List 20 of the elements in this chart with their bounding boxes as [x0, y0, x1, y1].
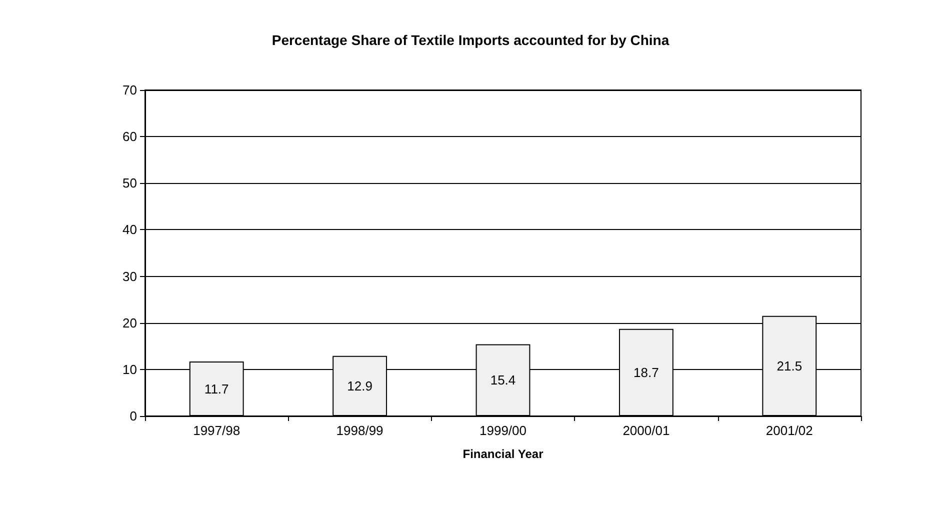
data-label: 11.7 — [204, 381, 229, 396]
y-tick-label: 50 — [122, 176, 137, 191]
y-tick-label: 30 — [122, 268, 137, 284]
y-tick-label: 40 — [122, 222, 137, 238]
x-tick-label: 1997/98 — [193, 423, 240, 438]
y-tick-label: 20 — [122, 315, 137, 330]
data-label: 18.7 — [634, 364, 659, 380]
y-tick-label: 70 — [122, 82, 137, 98]
y-tick-label: 10 — [122, 362, 137, 377]
x-tick-label: 2000/01 — [622, 423, 670, 438]
y-tick-label: 60 — [122, 129, 137, 144]
chart-title: Percentage Share of Textile Imports accounted for by China — [272, 32, 670, 48]
y-tick-label: 0 — [130, 408, 137, 424]
x-tick-label: 1998/99 — [336, 423, 384, 438]
data-label: 21.5 — [776, 358, 802, 374]
x-axis-title: Financial Year — [462, 447, 544, 461]
x-tick-label: 2001/02 — [766, 423, 813, 438]
data-label: 12.9 — [347, 378, 372, 394]
x-tick-label: 1999/00 — [480, 423, 526, 438]
data-label: 15.4 — [490, 372, 516, 388]
